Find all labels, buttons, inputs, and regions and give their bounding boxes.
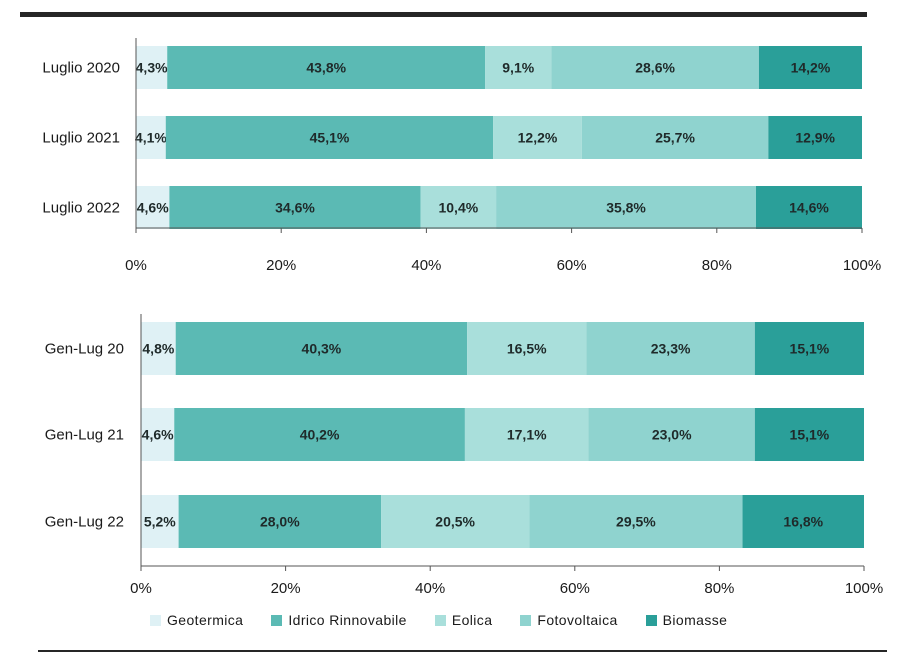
data-label: 25,7% xyxy=(655,130,695,146)
data-label: 4,1% xyxy=(135,130,167,146)
data-label: 43,8% xyxy=(306,60,346,76)
legend-label: Fotovoltaica xyxy=(537,612,618,628)
legend-label: Eolica xyxy=(451,612,493,628)
x-tick-label: 20% xyxy=(271,580,301,597)
bar-segment xyxy=(588,408,755,461)
bar-segment xyxy=(175,322,468,375)
bar-segment xyxy=(167,46,486,89)
bar-segment xyxy=(169,186,421,229)
bar-segment xyxy=(496,186,757,229)
x-tick-label: 100% xyxy=(845,580,883,597)
chart-legend: Geotermica Idrico Rinnovabile Eolica Fotovo… xyxy=(150,612,727,628)
x-tick-label: 0% xyxy=(130,580,152,597)
legend-swatch xyxy=(271,614,283,626)
data-label: 20,5% xyxy=(435,514,475,530)
data-label: 9,1% xyxy=(502,60,534,76)
bar-segment xyxy=(586,322,755,375)
bar-segment xyxy=(136,186,170,229)
legend-item: Idrico Rinnovabile xyxy=(271,612,406,628)
bar-segment xyxy=(467,322,587,375)
x-tick-label: 100% xyxy=(843,257,881,274)
bar-segment xyxy=(768,116,862,159)
bar-segment xyxy=(165,116,494,159)
data-label: 12,2% xyxy=(518,130,558,146)
data-label: 34,6% xyxy=(275,200,315,216)
bar-segment xyxy=(529,495,743,548)
bottom-rule xyxy=(38,650,887,652)
legend-swatch xyxy=(150,614,161,626)
x-tick-label: 40% xyxy=(411,257,441,274)
legend-item: Geotermica xyxy=(150,612,243,628)
x-tick-label: 60% xyxy=(557,257,587,274)
bar-segment xyxy=(581,116,769,159)
x-tick-label: 0% xyxy=(125,257,147,274)
bar-segment xyxy=(485,46,552,89)
category-label: Luglio 2021 xyxy=(42,130,120,147)
legend-swatch xyxy=(645,614,657,626)
bar-segment xyxy=(136,116,166,159)
bar-segment xyxy=(754,322,864,375)
data-label: 14,6% xyxy=(789,200,829,216)
legend-item: Eolica xyxy=(434,612,493,628)
bar-segment xyxy=(141,408,175,461)
data-label: 40,3% xyxy=(302,341,342,357)
chart-1: 4,3% 43,8% 9,1% 28,6% 14,2% Luglio 2020 4,1% 45… xyxy=(42,38,881,274)
data-label: 16,5% xyxy=(507,341,547,357)
bar-segment xyxy=(758,46,862,89)
bar-segment xyxy=(420,186,497,229)
x-tick-label: 20% xyxy=(266,257,296,274)
bar-segment xyxy=(136,46,168,89)
bar-segment xyxy=(464,408,589,461)
data-label: 4,3% xyxy=(136,60,168,76)
data-label: 28,6% xyxy=(635,60,675,76)
x-tick-label: 80% xyxy=(704,580,734,597)
data-label: 4,6% xyxy=(137,200,169,216)
data-label: 23,0% xyxy=(652,427,692,443)
data-label: 4,6% xyxy=(142,427,174,443)
bar-segment xyxy=(381,495,530,548)
data-label: 10,4% xyxy=(438,200,478,216)
legend-swatch xyxy=(434,614,446,626)
category-label: Gen-Lug 20 xyxy=(45,341,124,358)
data-label: 15,1% xyxy=(790,427,830,443)
data-label: 5,2% xyxy=(144,514,176,530)
category-label: Luglio 2020 xyxy=(42,60,120,77)
bar-segment xyxy=(756,186,862,229)
data-label: 40,2% xyxy=(300,427,340,443)
legend-swatch xyxy=(520,614,532,626)
data-label: 15,1% xyxy=(790,341,830,357)
bar-segment xyxy=(493,116,582,159)
data-label: 4,8% xyxy=(142,341,174,357)
legend-item: Biomasse xyxy=(645,612,728,628)
bar-segment xyxy=(742,495,864,548)
top-rule xyxy=(20,12,867,17)
category-label: Gen-Lug 22 xyxy=(45,514,124,531)
bar-segment xyxy=(141,322,176,375)
data-label: 23,3% xyxy=(651,341,691,357)
bar-segment xyxy=(178,495,382,548)
category-label: Luglio 2022 xyxy=(42,200,120,217)
data-label: 45,1% xyxy=(310,130,350,146)
data-label: 16,8% xyxy=(783,514,823,530)
category-label: Gen-Lug 21 xyxy=(45,427,124,444)
x-tick-label: 40% xyxy=(415,580,445,597)
chart-2: 4,8% 40,3% 16,5% 23,3% 15,1% Gen-Lug 20 4,6% 40… xyxy=(45,314,883,597)
bar-segment xyxy=(174,408,465,461)
data-label: 14,2% xyxy=(791,60,831,76)
x-tick-label: 60% xyxy=(560,580,590,597)
data-label: 28,0% xyxy=(260,514,300,530)
legend-label: Idrico Rinnovabile xyxy=(288,612,407,628)
legend-label: Biomasse xyxy=(662,612,728,628)
data-label: 17,1% xyxy=(507,427,547,443)
legend-item: Fotovoltaica xyxy=(520,612,617,628)
data-label: 12,9% xyxy=(795,130,835,146)
bar-segment xyxy=(754,408,864,461)
data-label: 29,5% xyxy=(616,514,656,530)
bar-segment xyxy=(141,495,179,548)
legend-label: Geotermica xyxy=(167,612,244,628)
x-tick-label: 80% xyxy=(702,257,732,274)
bar-segment xyxy=(551,46,759,89)
data-label: 35,8% xyxy=(606,200,646,216)
